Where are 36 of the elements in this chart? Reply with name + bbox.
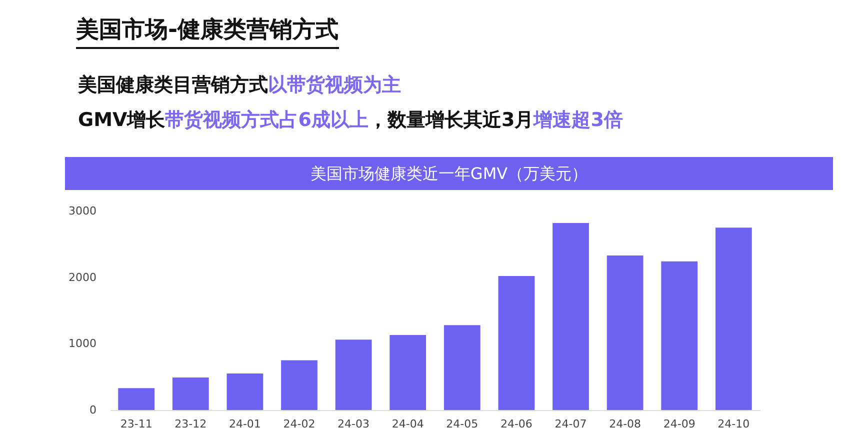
bar bbox=[226, 374, 264, 410]
bar bbox=[172, 377, 209, 410]
chart-title: 美国市场-健康类营销方式 bbox=[76, 14, 339, 49]
x-tick-label: 24-03 bbox=[338, 418, 370, 430]
bar bbox=[552, 222, 589, 410]
x-tick-label: 23-11 bbox=[120, 418, 152, 430]
text: 美国健康类目营销方式 bbox=[78, 74, 268, 96]
bar bbox=[335, 340, 372, 410]
x-tick-label: 24-05 bbox=[446, 418, 478, 430]
bar bbox=[606, 255, 644, 410]
bar bbox=[390, 335, 426, 410]
x-tick-label: 24-08 bbox=[609, 418, 642, 430]
chart-subtitle: 美国市场健康类近一年GMV（万美元） bbox=[65, 157, 833, 190]
y-tick-label: 2000 bbox=[68, 270, 96, 284]
bar bbox=[661, 261, 698, 410]
x-tick-label: 24-09 bbox=[663, 418, 696, 430]
x-tick-label: 24-07 bbox=[554, 418, 587, 430]
bar bbox=[118, 388, 155, 410]
text: GMV增长 bbox=[78, 109, 166, 131]
text: ，数量增长其近3月 bbox=[368, 109, 534, 131]
x-tick-label: 24-01 bbox=[228, 418, 261, 430]
text: 带货视频方式占6成以上 bbox=[165, 109, 368, 131]
bar bbox=[498, 276, 535, 410]
x-tick-label: 24-04 bbox=[392, 418, 424, 430]
x-tick-label: 24-06 bbox=[500, 418, 532, 430]
bar bbox=[715, 228, 752, 410]
x-tick-label: 23-12 bbox=[174, 418, 207, 430]
y-tick-label: 0 bbox=[90, 404, 96, 416]
y-tick-label: 3000 bbox=[68, 204, 96, 218]
bar bbox=[281, 360, 318, 410]
x-tick-label: 24-10 bbox=[718, 418, 750, 430]
x-tick-label: 24-02 bbox=[283, 418, 316, 430]
text: 增速超3倍 bbox=[534, 109, 623, 131]
text: 以带货视频为主 bbox=[268, 74, 401, 96]
y-tick-label: 1000 bbox=[68, 337, 96, 350]
bar bbox=[444, 325, 480, 410]
